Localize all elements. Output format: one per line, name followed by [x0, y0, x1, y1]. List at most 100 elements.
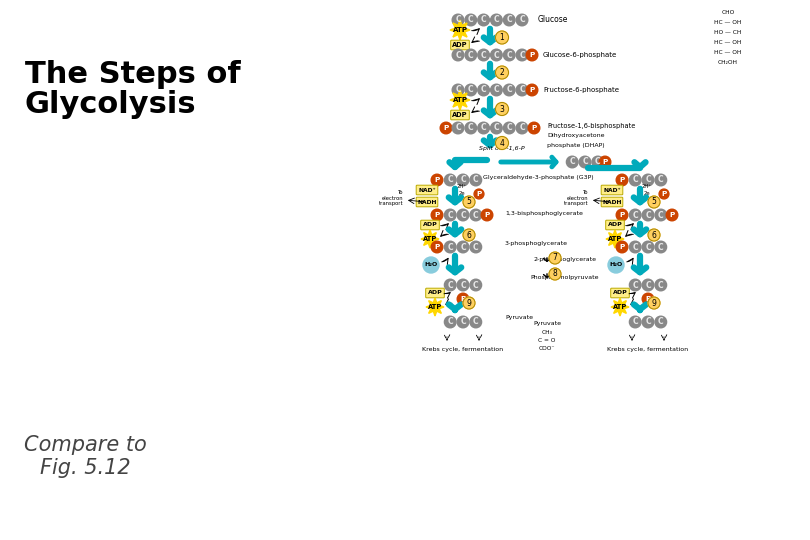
Circle shape	[465, 122, 476, 134]
Text: phosphate (DHAP): phosphate (DHAP)	[547, 143, 604, 147]
Circle shape	[496, 137, 509, 150]
Text: Pyruvate: Pyruvate	[505, 315, 533, 321]
Text: C: C	[506, 85, 512, 94]
FancyBboxPatch shape	[416, 197, 437, 207]
Text: P: P	[460, 296, 466, 302]
Circle shape	[516, 14, 528, 26]
Text: C = O: C = O	[539, 339, 556, 343]
Text: P: P	[620, 244, 625, 250]
Text: 2e: 2e	[644, 191, 650, 196]
Circle shape	[445, 209, 456, 221]
Circle shape	[655, 316, 667, 328]
Circle shape	[470, 279, 482, 291]
Text: 9: 9	[651, 299, 656, 307]
Text: P: P	[443, 125, 449, 131]
Text: C: C	[658, 211, 663, 219]
Circle shape	[629, 279, 641, 291]
Circle shape	[445, 174, 456, 186]
Text: 2H⁺: 2H⁺	[457, 184, 467, 189]
Circle shape	[445, 241, 456, 253]
Text: C: C	[447, 211, 453, 219]
Text: C: C	[519, 124, 525, 132]
Text: To: To	[582, 190, 588, 194]
Text: C: C	[493, 16, 499, 24]
Text: C: C	[646, 280, 650, 289]
Circle shape	[452, 49, 464, 61]
Text: C: C	[633, 176, 638, 185]
Text: C: C	[473, 280, 479, 289]
Text: ADP: ADP	[428, 291, 442, 295]
Text: C: C	[473, 176, 479, 185]
Circle shape	[478, 49, 489, 61]
Circle shape	[666, 209, 678, 221]
Text: ATP: ATP	[613, 304, 627, 310]
Text: P: P	[620, 212, 625, 218]
Circle shape	[457, 241, 469, 253]
Text: Glucose-6-phosphate: Glucose-6-phosphate	[543, 52, 617, 58]
Text: 3: 3	[500, 105, 505, 113]
Text: Fructose-1,6-bisphosphate: Fructose-1,6-bisphosphate	[547, 123, 635, 129]
Text: 3-phosphoglycerate: 3-phosphoglycerate	[505, 240, 568, 246]
Text: P: P	[646, 296, 650, 302]
Circle shape	[629, 209, 641, 221]
Text: C: C	[447, 280, 453, 289]
Circle shape	[496, 66, 509, 79]
Text: ADP: ADP	[423, 222, 437, 227]
Text: electron: electron	[566, 195, 588, 200]
Polygon shape	[421, 230, 439, 248]
Circle shape	[470, 316, 482, 328]
Text: C: C	[519, 51, 525, 59]
Circle shape	[648, 229, 660, 241]
Text: C: C	[473, 242, 479, 252]
Text: 1,3-bisphosphoglycerate: 1,3-bisphosphoglycerate	[505, 211, 583, 215]
FancyBboxPatch shape	[611, 288, 629, 298]
Circle shape	[457, 316, 469, 328]
Text: C: C	[569, 158, 575, 166]
Circle shape	[496, 31, 509, 44]
Text: C: C	[519, 85, 525, 94]
Circle shape	[465, 14, 476, 26]
Text: 2: 2	[500, 68, 505, 77]
Circle shape	[452, 14, 464, 26]
Text: C: C	[455, 124, 461, 132]
Text: HC — OH: HC — OH	[714, 40, 742, 45]
Circle shape	[608, 257, 624, 273]
Text: ATP: ATP	[423, 236, 437, 242]
Circle shape	[478, 84, 489, 96]
Text: C: C	[460, 211, 466, 219]
Text: P: P	[669, 212, 675, 218]
FancyBboxPatch shape	[606, 220, 625, 230]
Text: Glyceraldehyde-3-phosphate (G3P): Glyceraldehyde-3-phosphate (G3P)	[483, 174, 594, 179]
FancyBboxPatch shape	[420, 220, 439, 230]
Circle shape	[470, 174, 482, 186]
Text: C: C	[646, 211, 650, 219]
Text: To: To	[398, 190, 403, 194]
Text: P: P	[484, 212, 489, 218]
Circle shape	[423, 257, 439, 273]
Text: C: C	[455, 85, 461, 94]
Text: P: P	[530, 52, 535, 58]
Text: C: C	[595, 158, 600, 166]
Circle shape	[648, 196, 660, 208]
Text: C: C	[473, 318, 479, 327]
Text: P: P	[662, 191, 667, 197]
Text: transport: transport	[378, 201, 403, 206]
Text: The Steps of: The Steps of	[25, 60, 241, 89]
Circle shape	[629, 241, 641, 253]
Text: 7: 7	[552, 253, 557, 262]
Circle shape	[503, 84, 515, 96]
Circle shape	[528, 122, 539, 134]
Text: CH₃: CH₃	[542, 330, 552, 335]
Text: C: C	[633, 280, 638, 289]
Circle shape	[526, 49, 538, 61]
Text: HC — OH: HC — OH	[714, 21, 742, 25]
Text: Fig. 5.12: Fig. 5.12	[40, 458, 130, 478]
Circle shape	[491, 14, 502, 26]
Text: C: C	[468, 85, 474, 94]
Text: NAD⁺: NAD⁺	[418, 187, 436, 192]
Text: NADH: NADH	[417, 199, 437, 205]
Text: C: C	[460, 176, 466, 185]
Text: 9: 9	[467, 299, 471, 307]
Circle shape	[491, 84, 502, 96]
Circle shape	[655, 241, 667, 253]
